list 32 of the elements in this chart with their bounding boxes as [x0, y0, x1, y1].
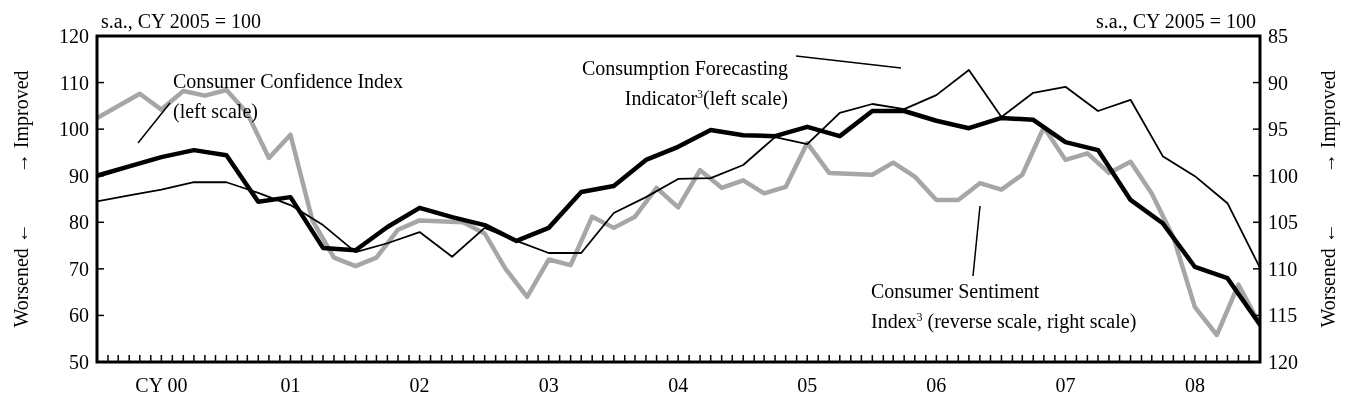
- x-tick-label: 02: [409, 374, 430, 396]
- y2-tick-label: 90: [1268, 71, 1288, 94]
- x-tick-label: 03: [538, 374, 559, 396]
- y2-tick-label: 100: [1268, 164, 1298, 187]
- x-tick-label: CY 00: [135, 374, 188, 396]
- x-tick-label: 01: [280, 374, 301, 396]
- annotation: Consumption Forecasting Indicator$^{3}$(left scale): [581, 57, 788, 110]
- annotation: Consumer Confidence Index (left scale): [173, 70, 403, 123]
- y2-tick-label: 85: [1268, 25, 1288, 47]
- y-tick-label: 100: [59, 118, 89, 141]
- x-tick-label: 07: [1055, 374, 1076, 396]
- y-tick-label: 50: [69, 351, 89, 373]
- x-tick-label: 04: [668, 374, 689, 396]
- y2-axis-title: Worsened ← → Improved: [1317, 70, 1340, 328]
- y-tick-label: 120: [59, 25, 89, 47]
- y2-tick-label: 105: [1268, 211, 1298, 234]
- y-tick-label: 80: [69, 211, 89, 234]
- x-tick-label: 08: [1184, 374, 1205, 396]
- y2-tick-label: 120: [1268, 351, 1298, 373]
- x-tick-label: 05: [797, 374, 818, 396]
- chart-subtitle: s.a., CY 2005 = 100: [101, 10, 261, 32]
- y2-tick-label: 95: [1268, 118, 1288, 141]
- text: s.a., CY 2005 = 100: [1096, 10, 1256, 32]
- x-tick-label: 06: [926, 374, 947, 396]
- y-tick-label: 110: [59, 71, 89, 94]
- y-tick-label: 60: [69, 304, 89, 327]
- y-tick-label: 90: [69, 164, 89, 187]
- y2-tick-label: 110: [1268, 257, 1298, 280]
- y-tick-label: 70: [69, 257, 89, 280]
- annotation: Consumer Sentiment Index$^{3}$ (reverse scale, right scale): [871, 280, 1137, 333]
- y-axis-title: Worsened ← → Improved: [10, 70, 33, 328]
- y2-tick-label: 115: [1268, 304, 1298, 327]
